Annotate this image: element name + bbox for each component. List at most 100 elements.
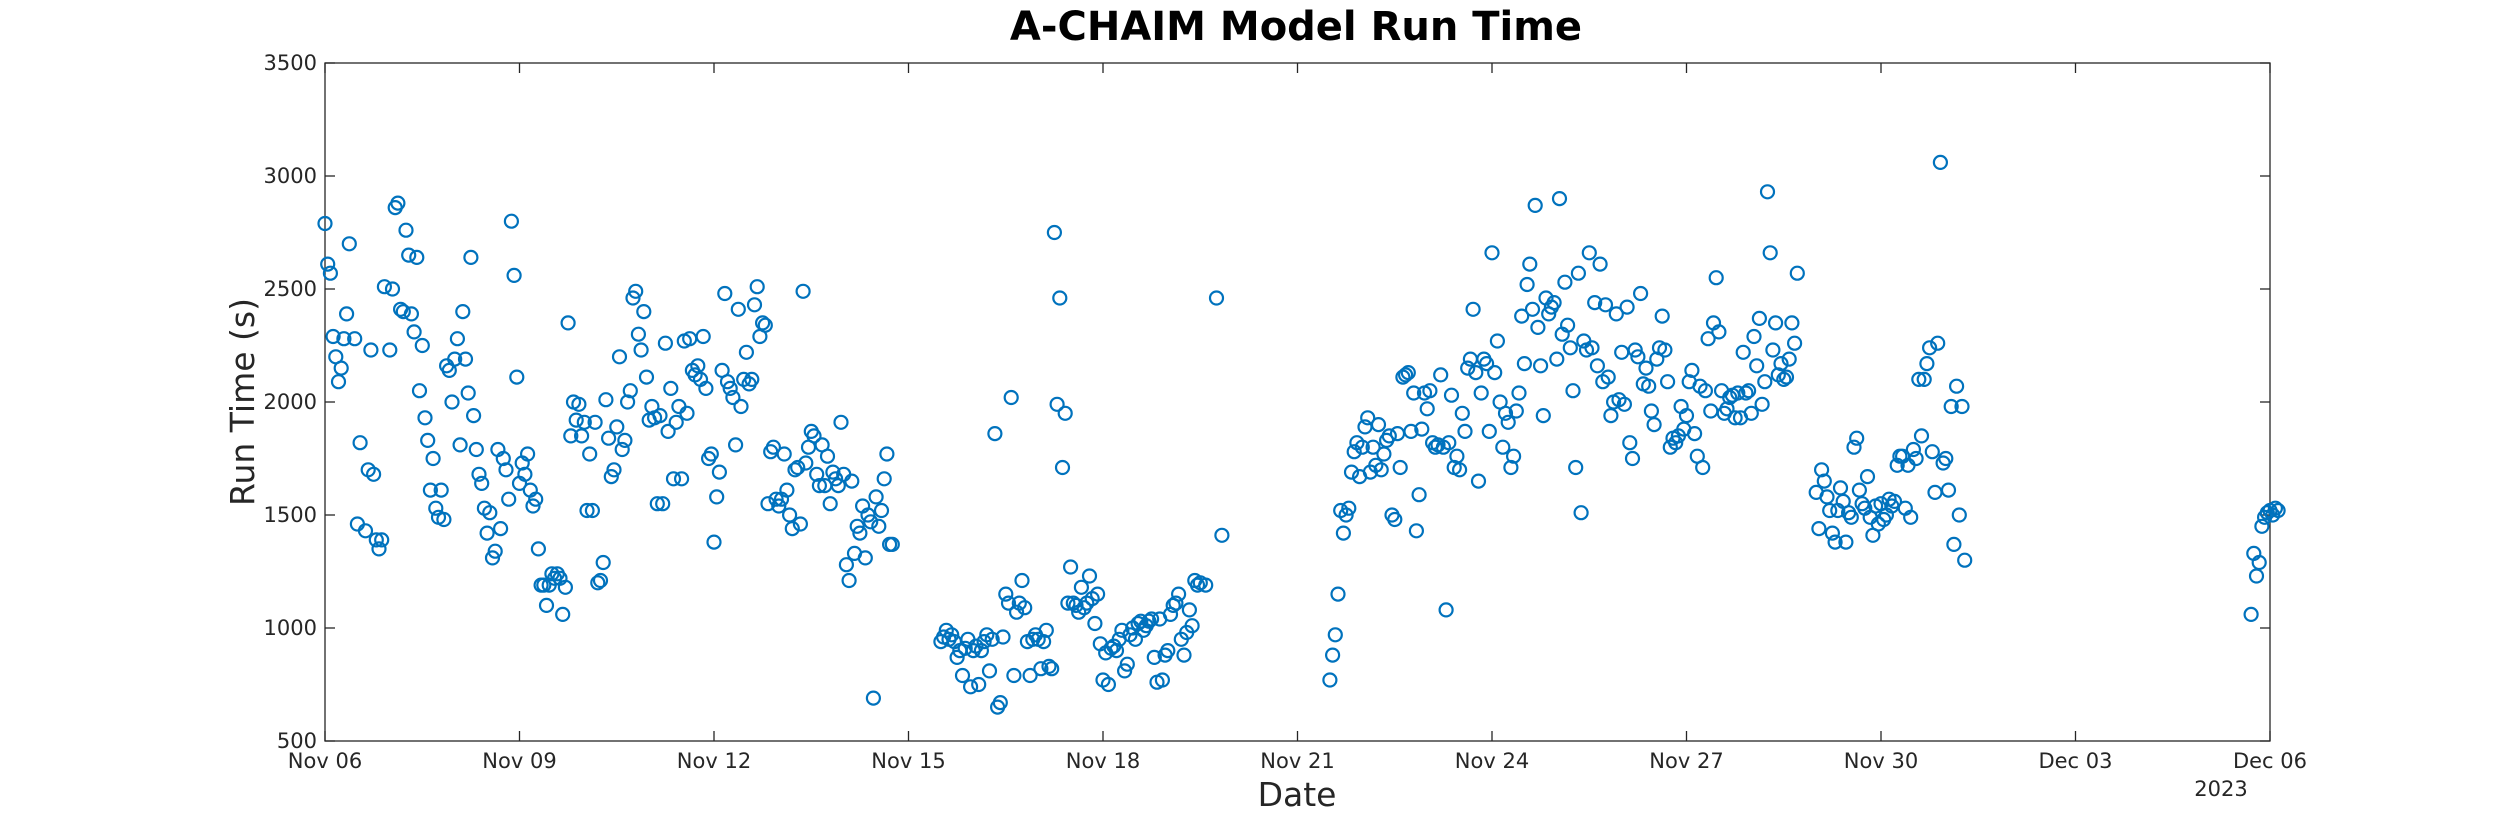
- data-point: [1451, 462, 1468, 478]
- data-point: [1524, 301, 1541, 317]
- data-point: [944, 627, 960, 643]
- data-point: [433, 482, 449, 498]
- data-point: [538, 597, 555, 614]
- data-point: [2251, 554, 2267, 571]
- data-point: [779, 482, 795, 498]
- data-point: [1114, 622, 1130, 638]
- data-point: [1033, 661, 1049, 677]
- data-point: [879, 446, 895, 462]
- data-point: [711, 464, 728, 480]
- x-tick-label: Nov 24: [1455, 749, 1529, 773]
- data-point: [568, 412, 584, 428]
- data-point: [995, 629, 1011, 645]
- data-point: [973, 642, 990, 659]
- data-point: [1784, 315, 1800, 331]
- data-point: [1843, 509, 1859, 525]
- data-point: [1700, 331, 1716, 347]
- data-point: [1511, 385, 1527, 401]
- data-point: [417, 410, 433, 426]
- data-point: [657, 335, 674, 351]
- data-point: [703, 446, 719, 462]
- x-tick-label: Nov 09: [482, 749, 556, 773]
- data-point: [663, 380, 679, 396]
- data-point: [1143, 611, 1160, 627]
- data-point: [760, 496, 776, 512]
- data-point: [325, 328, 341, 345]
- data-point: [1052, 290, 1068, 306]
- data-point: [444, 394, 460, 410]
- data-point: [844, 473, 860, 489]
- data-point: [706, 534, 722, 550]
- data-point: [630, 326, 647, 342]
- data-point: [590, 575, 606, 591]
- data-point: [1695, 459, 1711, 476]
- data-point: [1630, 349, 1646, 365]
- data-point: [409, 249, 425, 265]
- data-point: [1551, 191, 1568, 207]
- data-point: [471, 466, 487, 482]
- data-point: [717, 285, 733, 302]
- data-point: [2243, 606, 2259, 623]
- data-point: [1044, 661, 1060, 677]
- data-point: [1654, 308, 1670, 324]
- data-point: [509, 369, 525, 385]
- data-point: [401, 247, 417, 263]
- data-point: [765, 439, 782, 455]
- data-point: [1727, 410, 1743, 426]
- data-point: [1627, 342, 1643, 358]
- data-point: [1570, 265, 1587, 281]
- data-point: [819, 448, 836, 464]
- data-point: [455, 304, 471, 320]
- data-point: [1346, 444, 1362, 460]
- data-point: [466, 408, 482, 424]
- data-point: [1500, 414, 1516, 430]
- data-point: [474, 475, 490, 491]
- data-point: [1478, 356, 1495, 372]
- data-point: [1749, 358, 1765, 374]
- data-point: [376, 279, 392, 295]
- data-point: [1403, 423, 1419, 439]
- data-point: [484, 550, 501, 566]
- data-point: [1816, 473, 1832, 489]
- data-point: [1116, 663, 1133, 679]
- data-point: [1624, 450, 1641, 467]
- data-point: [1584, 340, 1600, 356]
- data-point: [1916, 371, 1932, 387]
- data-point: [1514, 308, 1530, 324]
- data-point: [1057, 405, 1073, 421]
- data-point: [395, 304, 411, 320]
- data-point: [655, 496, 671, 512]
- data-point: [1827, 534, 1843, 550]
- data-point: [625, 290, 641, 306]
- data-point: [1932, 154, 1949, 170]
- data-point: [798, 455, 814, 471]
- data-point: [1921, 340, 1938, 356]
- data-point: [1589, 358, 1606, 374]
- data-point: [865, 690, 882, 706]
- data-point: [827, 471, 844, 487]
- data-point: [1160, 642, 1176, 659]
- data-point: [1751, 310, 1768, 326]
- data-point: [1154, 672, 1171, 688]
- data-point: [371, 541, 387, 557]
- data-point: [571, 396, 587, 412]
- data-point: [420, 432, 436, 448]
- data-point: [1532, 358, 1549, 374]
- data-point: [339, 306, 355, 322]
- data-point: [649, 496, 665, 512]
- data-point: [1322, 672, 1338, 688]
- data-point: [1722, 389, 1738, 406]
- data-point: [1838, 534, 1854, 550]
- data-point: [795, 283, 811, 299]
- data-point: [873, 502, 890, 519]
- data-point: [1767, 315, 1784, 331]
- data-point: [530, 541, 547, 557]
- data-point: [1765, 342, 1781, 358]
- plot-area: [324, 62, 2271, 742]
- data-point: [1924, 444, 1940, 460]
- data-point: [1465, 301, 1481, 317]
- data-point: [1181, 602, 1198, 618]
- data-point: [614, 441, 630, 458]
- data-point: [1519, 276, 1535, 293]
- data-point: [987, 426, 1003, 442]
